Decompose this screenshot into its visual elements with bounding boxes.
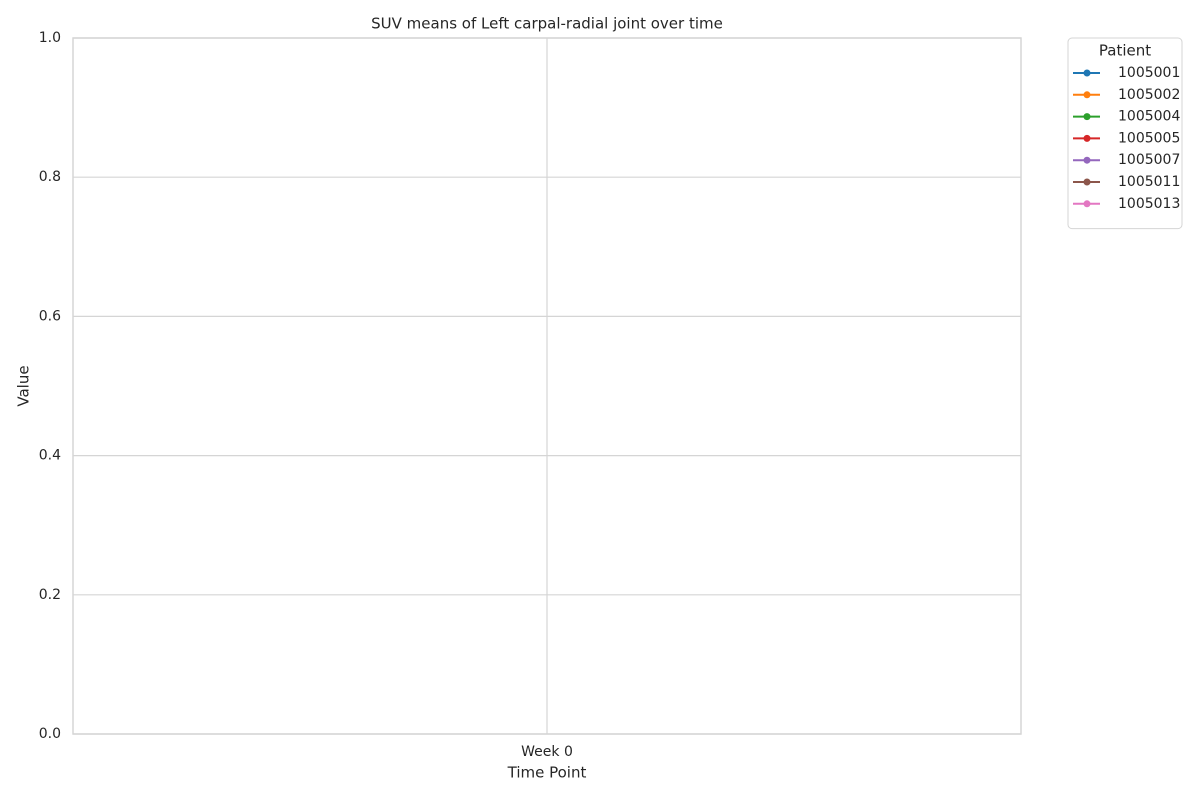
legend-label: 1005007 [1118,152,1180,168]
y-tick-label: 0.0 [39,726,61,742]
legend-marker [1083,156,1091,164]
legend-label: 1005005 [1118,130,1180,146]
legend-marker [1083,113,1091,121]
chart-title: SUV means of Left carpal-radial joint ov… [371,15,723,33]
legend-label: 1005011 [1118,174,1180,190]
y-tick-label: 1.0 [39,30,61,46]
legend-marker [1083,134,1091,142]
y-tick-label: 0.2 [39,587,61,603]
legend-marker [1083,200,1091,208]
y-axis-label: Value [15,365,33,406]
legend-marker [1083,69,1091,77]
legend-label: 1005004 [1118,109,1180,125]
y-tick-label: 0.8 [39,169,61,185]
y-tick-label: 0.4 [39,448,61,464]
legend-label: 1005013 [1118,196,1180,212]
legend-label: 1005001 [1118,65,1180,81]
y-tick-label: 0.6 [39,308,61,324]
legend-box [1067,37,1183,230]
legend-marker [1083,178,1091,186]
legend-label: 1005002 [1118,87,1180,103]
x-tick-label: Week 0 [521,744,573,760]
x-axis-label: Time Point [507,764,587,782]
plot-frame [72,37,1022,735]
legend-title: Patient [1099,42,1151,60]
legend-marker [1083,91,1091,99]
